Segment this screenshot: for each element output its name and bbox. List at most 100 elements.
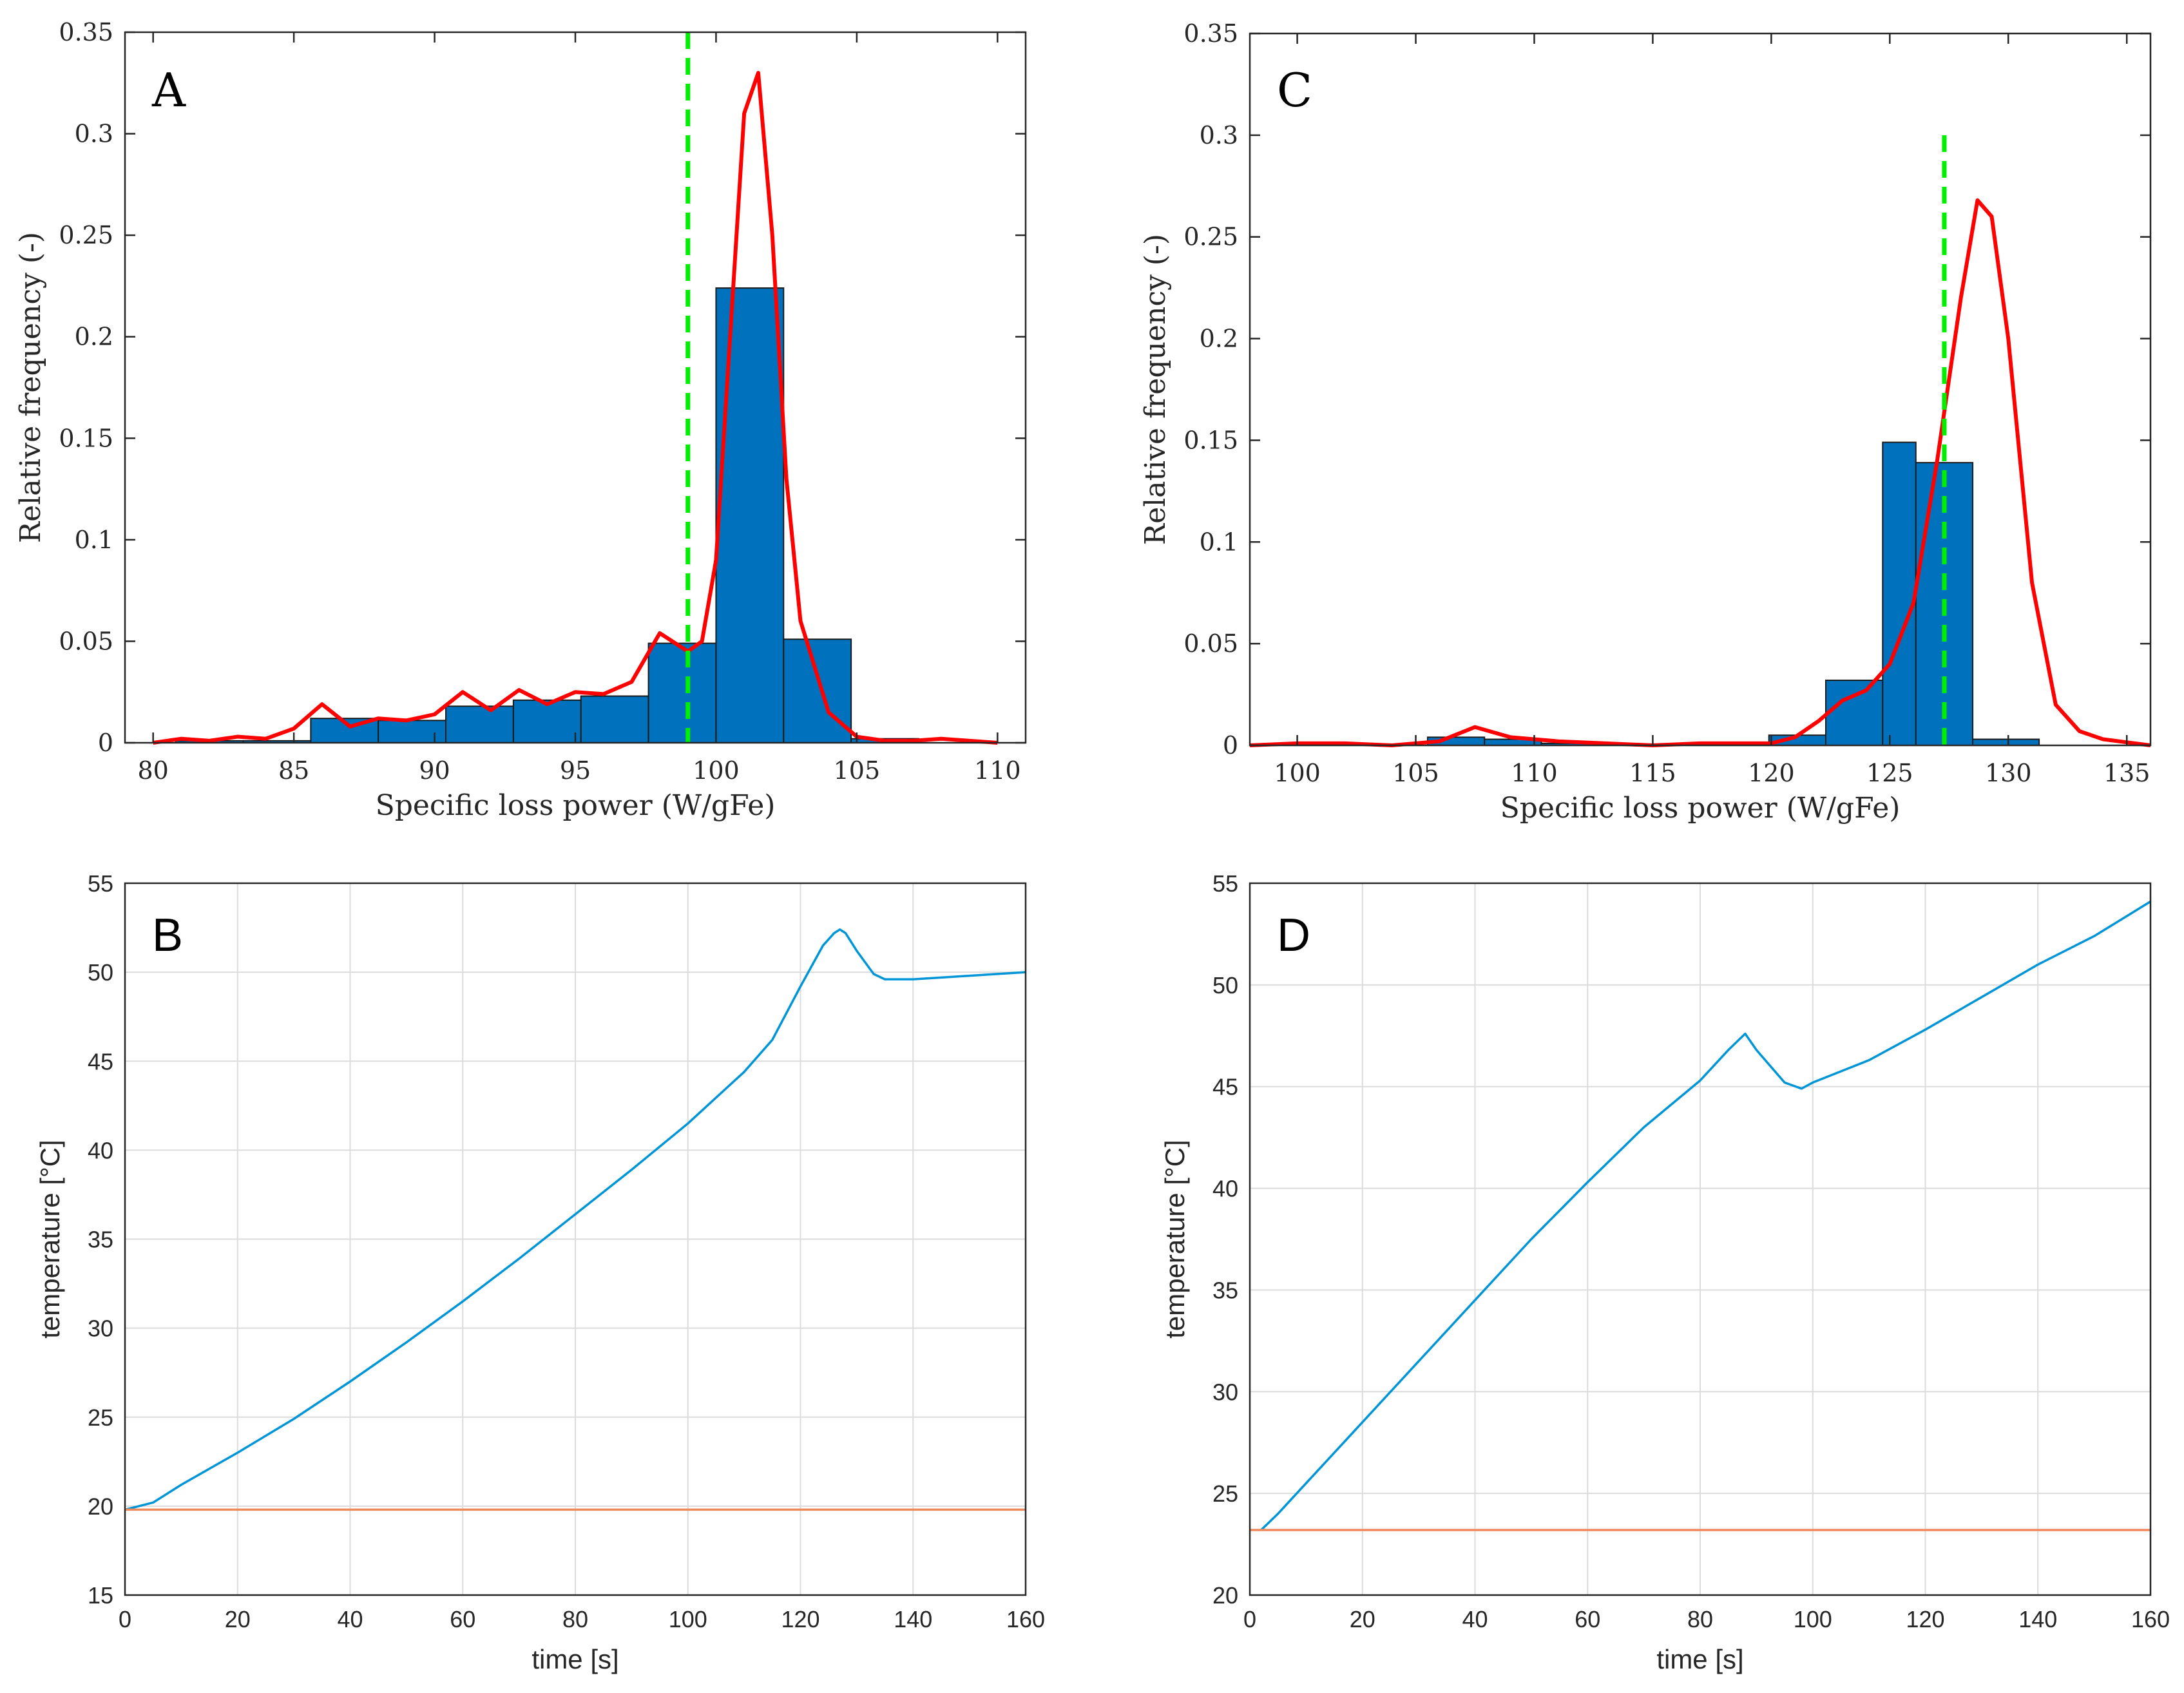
x-tick-label: 105 bbox=[1392, 759, 1439, 787]
density-curve bbox=[1249, 198, 2151, 747]
x-tick-label: 140 bbox=[2018, 1606, 2057, 1632]
x-tick-label: 40 bbox=[1462, 1606, 1488, 1632]
y-tick-label: 0 bbox=[1223, 731, 1238, 760]
series-line-temperature bbox=[1260, 900, 2151, 1531]
y-tick-label: 0.25 bbox=[59, 221, 113, 249]
x-tick-label: 100 bbox=[1274, 759, 1321, 787]
histogram-bar bbox=[580, 695, 649, 743]
y-tick-label: 45 bbox=[1212, 1074, 1238, 1100]
y-axis-label: temperature [°C] bbox=[1160, 1140, 1190, 1339]
y-tick-label: 35 bbox=[88, 1227, 113, 1253]
x-tick-label: 60 bbox=[1575, 1606, 1600, 1632]
plot-frame bbox=[1249, 882, 2152, 1596]
x-tick-label: 0 bbox=[119, 1606, 131, 1632]
y-tick-label: 20 bbox=[1212, 1582, 1238, 1609]
y-tick-label: 0.25 bbox=[1183, 223, 1238, 251]
y-tick-label: 0.35 bbox=[59, 18, 113, 46]
x-tick-label: 20 bbox=[225, 1606, 251, 1632]
chart-panel-a: 80 85 90 95 100 105 110 0 0.05 0.1 0.15 0.2 0.25 0.3 0… bbox=[14, 18, 1027, 822]
plot-layer: 100 105 110 115 120 125 130 135 0 0.05 0.1 0.15 0.2 0… bbox=[1139, 19, 2152, 825]
y-axis-label: Relative frequency (-) bbox=[14, 232, 47, 543]
y-tick-label: 30 bbox=[88, 1315, 113, 1342]
y-tick-label: 55 bbox=[88, 870, 113, 897]
x-tick-label: 110 bbox=[974, 756, 1021, 785]
x-tick-label: 20 bbox=[1350, 1606, 1375, 1632]
panel-letter-b: B bbox=[152, 910, 183, 961]
y-tick-label: 0.2 bbox=[1200, 325, 1238, 353]
y-tick-label: 30 bbox=[1212, 1379, 1238, 1405]
y-tick-label: 20 bbox=[88, 1493, 113, 1520]
x-tick-label: 105 bbox=[834, 756, 881, 785]
histogram-bar bbox=[783, 638, 852, 744]
y-tick-label: 55 bbox=[1212, 870, 1238, 897]
x-tick-label: 160 bbox=[2131, 1606, 2170, 1632]
x-tick-label: 120 bbox=[1748, 759, 1795, 787]
y-tick-label: 0.1 bbox=[1200, 528, 1238, 556]
y-tick-label: 0.2 bbox=[75, 323, 113, 351]
histogram-bar bbox=[1882, 441, 1917, 746]
series-line-temperature bbox=[124, 928, 1026, 1511]
x-tick-label: 95 bbox=[560, 756, 591, 785]
y-tick-label: 0.1 bbox=[75, 526, 113, 554]
x-tick-label: 100 bbox=[1794, 1606, 1832, 1632]
plot-layer: 80 85 90 95 100 105 110 0 0.05 0.1 0.15 0.2 0.25 0.3 0… bbox=[14, 18, 1027, 822]
y-tick-label: 0.05 bbox=[59, 627, 113, 655]
y-axis-label: Relative frequency (-) bbox=[1139, 234, 1172, 545]
y-tick-label: 50 bbox=[88, 959, 113, 986]
x-tick-label: 60 bbox=[450, 1606, 475, 1632]
plot-frame bbox=[1249, 32, 2152, 747]
y-tick-label: 50 bbox=[1212, 972, 1238, 999]
x-tick-label: 115 bbox=[1629, 759, 1676, 787]
x-tick-label: 135 bbox=[2103, 759, 2150, 787]
y-tick-label: 0.05 bbox=[1183, 629, 1238, 658]
x-tick-label: 90 bbox=[419, 756, 450, 785]
x-tick-label: 0 bbox=[1243, 1606, 1256, 1632]
panel-letter-c: C bbox=[1277, 63, 1312, 117]
x-tick-label: 160 bbox=[1006, 1606, 1045, 1632]
x-tick-label: 130 bbox=[1985, 759, 2032, 787]
plot-layer: 0 20 40 60 80 100 120 140 160 15 20 25 30 35 40 45 50 55 t… bbox=[35, 870, 1045, 1674]
panel-letter-a: A bbox=[151, 63, 186, 117]
density-curve bbox=[153, 71, 998, 745]
y-axis-label: temperature [°C] bbox=[35, 1140, 65, 1339]
x-tick-label: 85 bbox=[278, 756, 309, 785]
y-tick-label: 0.15 bbox=[1183, 426, 1238, 454]
chart-panel-c: 100 105 110 115 120 125 130 135 0 0.05 0.1 0.15 0.2 0… bbox=[1139, 19, 2152, 825]
x-tick-label: 80 bbox=[138, 756, 169, 785]
plot-frame bbox=[124, 882, 1027, 1596]
x-tick-label: 80 bbox=[1687, 1606, 1713, 1632]
x-tick-label: 125 bbox=[1866, 759, 1913, 787]
y-tick-label: 40 bbox=[88, 1137, 113, 1163]
x-tick-label: 120 bbox=[1906, 1606, 1944, 1632]
histogram-bar bbox=[715, 287, 785, 743]
y-tick-label: 0.3 bbox=[1200, 121, 1238, 149]
x-tick-label: 100 bbox=[669, 1606, 707, 1632]
histogram-bar bbox=[647, 642, 717, 744]
y-tick-label: 0.15 bbox=[59, 424, 113, 452]
x-tick-label: 100 bbox=[693, 756, 740, 785]
x-tick-label: 40 bbox=[337, 1606, 363, 1632]
histogram-bar bbox=[512, 699, 582, 743]
chart-panel-b: 0 20 40 60 80 100 120 140 160 15 20 25 30 35 40 45 50 55 t… bbox=[35, 870, 1045, 1674]
y-tick-label: 0.35 bbox=[1183, 19, 1238, 48]
y-tick-label: 35 bbox=[1212, 1277, 1238, 1303]
y-tick-label: 0.3 bbox=[75, 120, 113, 148]
panel-letter-d: D bbox=[1277, 910, 1310, 961]
histogram-bar bbox=[1825, 679, 1884, 747]
x-axis-label: Specific loss power (W/gFe) bbox=[376, 789, 776, 822]
histogram-bar bbox=[445, 705, 514, 744]
y-tick-label: 0 bbox=[98, 729, 113, 757]
y-tick-label: 45 bbox=[88, 1048, 113, 1075]
x-axis-label: time [s] bbox=[532, 1644, 618, 1674]
chart-panel-d: 0 20 40 60 80 100 120 140 1602025303540455055tim… bbox=[1160, 870, 2170, 1674]
y-tick-label: 25 bbox=[1212, 1480, 1238, 1507]
plot-frame bbox=[124, 31, 1027, 744]
histogram-bar bbox=[378, 720, 447, 743]
x-axis-label: Specific loss power (W/gFe) bbox=[1500, 792, 1901, 825]
y-tick-label: 40 bbox=[1212, 1176, 1238, 1202]
x-axis-label: time [s] bbox=[1656, 1644, 1743, 1674]
y-tick-label: 25 bbox=[88, 1404, 113, 1431]
x-tick-label: 110 bbox=[1511, 759, 1558, 787]
histogram-bar bbox=[1972, 738, 2040, 746]
